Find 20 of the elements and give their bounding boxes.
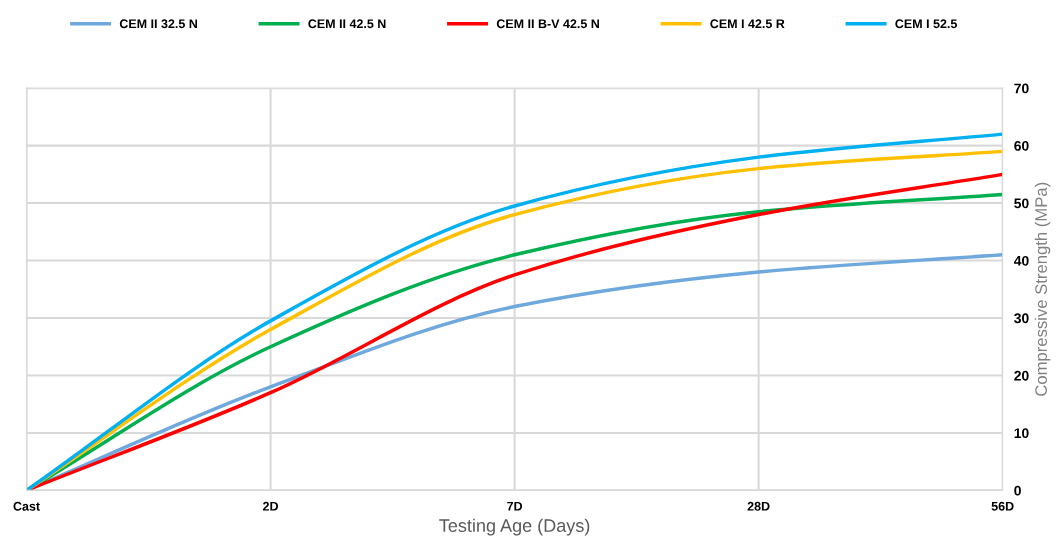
y-tick-label: 0 (1014, 485, 1021, 496)
legend-label: CEM I 42.5 R (710, 19, 785, 29)
y-tick-label: 50 (1014, 198, 1029, 209)
y-tick-label: 60 (1014, 140, 1029, 151)
y-tick-label: 40 (1013, 255, 1029, 266)
legend-label: CEM I 52.5 (895, 19, 957, 29)
legend-label: CEM II 32.5 N (119, 19, 197, 29)
x-tick-label: 56D (991, 501, 1014, 511)
y-tick-label: 70 (1014, 83, 1029, 94)
y-tick-label: 30 (1014, 313, 1029, 324)
legend-label: CEM II B-V 42.5 N (496, 19, 599, 29)
x-tick-label: Cast (13, 501, 40, 511)
x-tick-label: 28D (747, 501, 770, 511)
x-tick-label: 2D (263, 501, 279, 511)
y-axis-title: Compressive Strength (MPa) (1034, 182, 1051, 396)
x-axis-title: Testing Age (Days) (439, 518, 590, 536)
y-tick-label: 10 (1014, 428, 1029, 439)
y-tick-label: 20 (1014, 370, 1029, 381)
legend-label: CEM II 42.5 N (308, 19, 386, 29)
x-tick-label: 7D (507, 501, 523, 511)
